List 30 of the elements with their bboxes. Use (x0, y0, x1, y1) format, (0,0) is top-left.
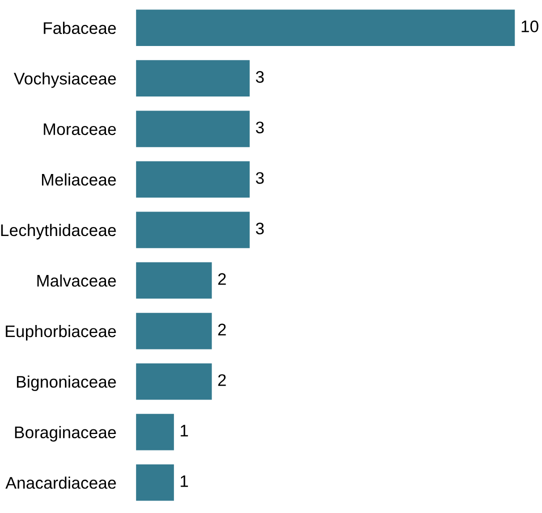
y-tick-label: Lechythidaceae (1, 224, 116, 240)
y-tick-label: Bignoniaceae (16, 376, 116, 392)
data-label: 3 (256, 172, 264, 184)
bar (136, 60, 250, 97)
bar (136, 262, 212, 299)
data-label: 2 (218, 324, 226, 336)
y-tick-label: Moraceae (44, 123, 116, 136)
bar (136, 212, 250, 248)
data-label: 1 (180, 475, 188, 487)
data-label: 3 (256, 222, 264, 234)
y-tick-label: Malvaceae (37, 274, 116, 287)
bar (136, 10, 515, 46)
y-tick-label: Euphorbiaceae (6, 324, 116, 341)
bar (136, 110, 250, 148)
data-label: 3 (256, 71, 264, 83)
y-tick-label: Meliaceae (42, 173, 116, 186)
data-label: 2 (218, 374, 226, 386)
y-tick-label: Fabaceae (44, 22, 116, 34)
y-tick-label: Anacardiaceae (5, 476, 116, 489)
bar (136, 312, 212, 350)
bar (136, 161, 250, 198)
y-tick-label: Vochysiaceae (14, 72, 116, 88)
y-tick-label: Boraginaceae (15, 426, 116, 442)
bar (136, 363, 212, 400)
data-label: 10 (522, 20, 538, 32)
bar (136, 464, 174, 501)
bar (136, 414, 174, 450)
data-label: 2 (218, 273, 226, 285)
data-label: 1 (180, 424, 188, 436)
data-label: 3 (256, 122, 264, 134)
